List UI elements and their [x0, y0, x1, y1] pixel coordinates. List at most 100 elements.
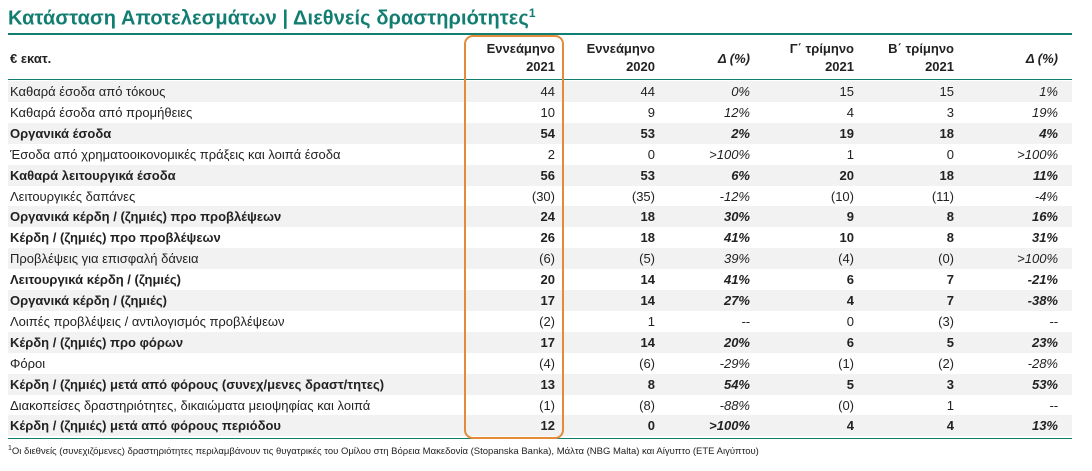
cell-q3-2021: 9: [846, 209, 854, 225]
cell-delta-q: --: [1049, 397, 1058, 413]
row-label: Λοιπές προβλέψεις / αντιλογισμός προβλέψ…: [10, 313, 285, 329]
cell-delta-9m: -29%: [719, 355, 750, 371]
cell-delta-q: -4%: [1034, 188, 1058, 204]
cell-delta-q: 19%: [1031, 104, 1058, 120]
cell-9m-2020: 9: [647, 104, 655, 120]
cell-9m-2020: 53: [640, 167, 655, 183]
cell-delta-q: -21%: [1027, 272, 1058, 288]
header-col-q3-2021: Γ΄ τρίμηνο 2021: [789, 41, 854, 74]
cell-9m-2020: 18: [640, 209, 655, 225]
cell-q2-2021: 3: [946, 376, 954, 392]
table-row: Καθαρά λειτουργικά έσοδα 56 53 6% 20 18 11%: [8, 164, 1072, 186]
cell-delta-q: 13%: [1031, 418, 1058, 434]
table-row: Διακοπείσες δραστηριότητες, δικαιώματα μ…: [8, 395, 1072, 416]
table-row: Καθαρά έσοδα από προμήθειες 10 9 12% 4 3 19%: [8, 102, 1072, 123]
cell-9m-2020: (8): [639, 397, 655, 413]
table-row: Οργανικά κέρδη / (ζημιές) 17 14 27% 4 7 -38%: [8, 290, 1072, 311]
table-row: Κέρδη / (ζημιές) μετά από φόρους (συνεχ/…: [8, 373, 1072, 395]
table-row: Προβλέψεις για επισφαλή δάνεια (6) (5) 39% (…: [8, 248, 1072, 270]
row-label: Διακοπείσες δραστηριότητες, δικαιώματα μ…: [10, 397, 371, 413]
cell-9m-2020: (6): [639, 355, 655, 371]
cell-9m-2020: (35): [631, 188, 655, 204]
cell-9m-2021: 56: [540, 167, 555, 183]
cell-q3-2021: 0: [846, 313, 854, 329]
cell-9m-2021: 13: [540, 376, 555, 392]
cell-delta-q: -38%: [1027, 293, 1058, 308]
cell-q2-2021: (0): [938, 251, 954, 267]
header-rule: [8, 79, 1072, 80]
cell-delta-9m: -12%: [719, 188, 750, 204]
cell-delta-9m: 20%: [723, 334, 750, 350]
table-row: Κέρδη / (ζημιές) προ προβλέψεων 26 18 41% 10…: [8, 227, 1072, 248]
cell-9m-2020: 14: [640, 334, 655, 350]
cell-delta-9m: --: [741, 313, 750, 329]
table-row: Κέρδη / (ζημιές) προ φόρων 17 14 20% 6 5 23%: [8, 331, 1072, 353]
cell-9m-2020: 0: [647, 418, 655, 434]
table-row: Λοιπές προβλέψεις / αντιλογισμός προβλέψ…: [8, 311, 1072, 332]
cell-delta-9m: 41%: [723, 230, 750, 246]
cell-q2-2021: 8: [946, 230, 954, 246]
table-row: Λειτουργικές δαπάνες (30) (35) -12% (10) (11)…: [8, 186, 1072, 207]
header-col-delta-q: Δ (%): [1025, 51, 1058, 66]
cell-q2-2021: 7: [946, 293, 954, 308]
cell-9m-2020: 18: [640, 230, 655, 246]
cell-q2-2021: (2): [938, 355, 954, 371]
cell-q2-2021: 15: [939, 84, 954, 99]
cell-9m-2020: 1: [647, 313, 655, 329]
table-bottom-rule: [8, 438, 1072, 439]
table-row: Καθαρά έσοδα από τόκους 44 44 0% 15 15 1%: [8, 81, 1072, 102]
footnote: 1Οι διεθνείς (συνεχιζόμενες) δραστηριότη…: [8, 445, 759, 458]
cell-delta-9m: 54%: [723, 376, 750, 392]
cell-9m-2021: 2: [547, 146, 555, 162]
table-row: Φόροι (4) (6) -29% (1) (2) -28%: [8, 353, 1072, 374]
cell-delta-q: 53%: [1031, 376, 1058, 392]
cell-delta-9m: >100%: [709, 146, 750, 162]
page-title: Κατάσταση Αποτελεσμάτων | Διεθνείς δραστ…: [8, 6, 536, 30]
cell-9m-2020: 14: [640, 293, 655, 308]
row-label: Κέρδη / (ζημιές) προ προβλέψεων: [10, 230, 221, 246]
cell-9m-2021: 10: [540, 104, 555, 120]
cell-9m-2020: 53: [640, 125, 655, 141]
cell-delta-9m: 0%: [731, 84, 750, 99]
cell-9m-2020: 14: [640, 272, 655, 288]
cell-q3-2021: 4: [846, 293, 854, 308]
row-label: Κέρδη / (ζημιές) μετά από φόρους (συνεχ/…: [10, 376, 385, 392]
cell-9m-2020: (5): [639, 251, 655, 267]
header-col-9m-2021: Εννεάμηνο 2021: [486, 41, 555, 74]
row-label: Καθαρά έσοδα από τόκους: [10, 84, 166, 99]
cell-delta-9m: 12%: [723, 104, 750, 120]
cell-delta-9m: 6%: [731, 167, 750, 183]
table-row: Οργανικά έσοδα 54 53 2% 19 18 4%: [8, 122, 1072, 144]
cell-q2-2021: 18: [939, 167, 954, 183]
cell-9m-2021: 54: [540, 125, 555, 141]
cell-9m-2021: 17: [540, 334, 555, 350]
cell-9m-2021: 20: [540, 272, 555, 288]
cell-delta-q: >100%: [1017, 146, 1058, 162]
cell-delta-q: 31%: [1031, 230, 1058, 246]
cell-9m-2021: 24: [540, 209, 555, 225]
cell-q2-2021: 1: [946, 397, 954, 413]
row-label: Οργανικά κέρδη / (ζημιές) προ προβλέψεων: [10, 209, 282, 225]
cell-q3-2021: 19: [839, 125, 854, 141]
cell-delta-9m: 39%: [723, 251, 750, 267]
cell-q2-2021: 3: [946, 104, 954, 120]
cell-q3-2021: (0): [838, 397, 854, 413]
cell-9m-2021: (30): [531, 188, 555, 204]
cell-delta-9m: 27%: [723, 293, 750, 308]
cell-q3-2021: 1: [846, 146, 854, 162]
cell-q3-2021: 15: [839, 84, 854, 99]
cell-delta-9m: 2%: [731, 125, 750, 141]
header-col-9m-2020: Εννεάμηνο 2020: [586, 41, 655, 74]
cell-q2-2021: (11): [931, 188, 954, 204]
unit-label: € εκατ.: [10, 51, 52, 66]
row-label: Προβλέψεις για επισφαλή δάνεια: [10, 251, 199, 267]
cell-q3-2021: 10: [839, 230, 854, 246]
cell-q2-2021: 5: [946, 334, 954, 350]
row-label: Φόροι: [10, 355, 46, 371]
cell-9m-2021: (1): [539, 397, 555, 413]
cell-q3-2021: (10): [830, 188, 854, 204]
row-label: Καθαρά λειτουργικά έσοδα: [10, 167, 176, 183]
cell-delta-9m: >100%: [709, 418, 750, 434]
cell-9m-2021: 12: [540, 418, 555, 434]
row-label: Έσοδα από χρηματοοικονομικές πράξεις και…: [10, 146, 341, 162]
